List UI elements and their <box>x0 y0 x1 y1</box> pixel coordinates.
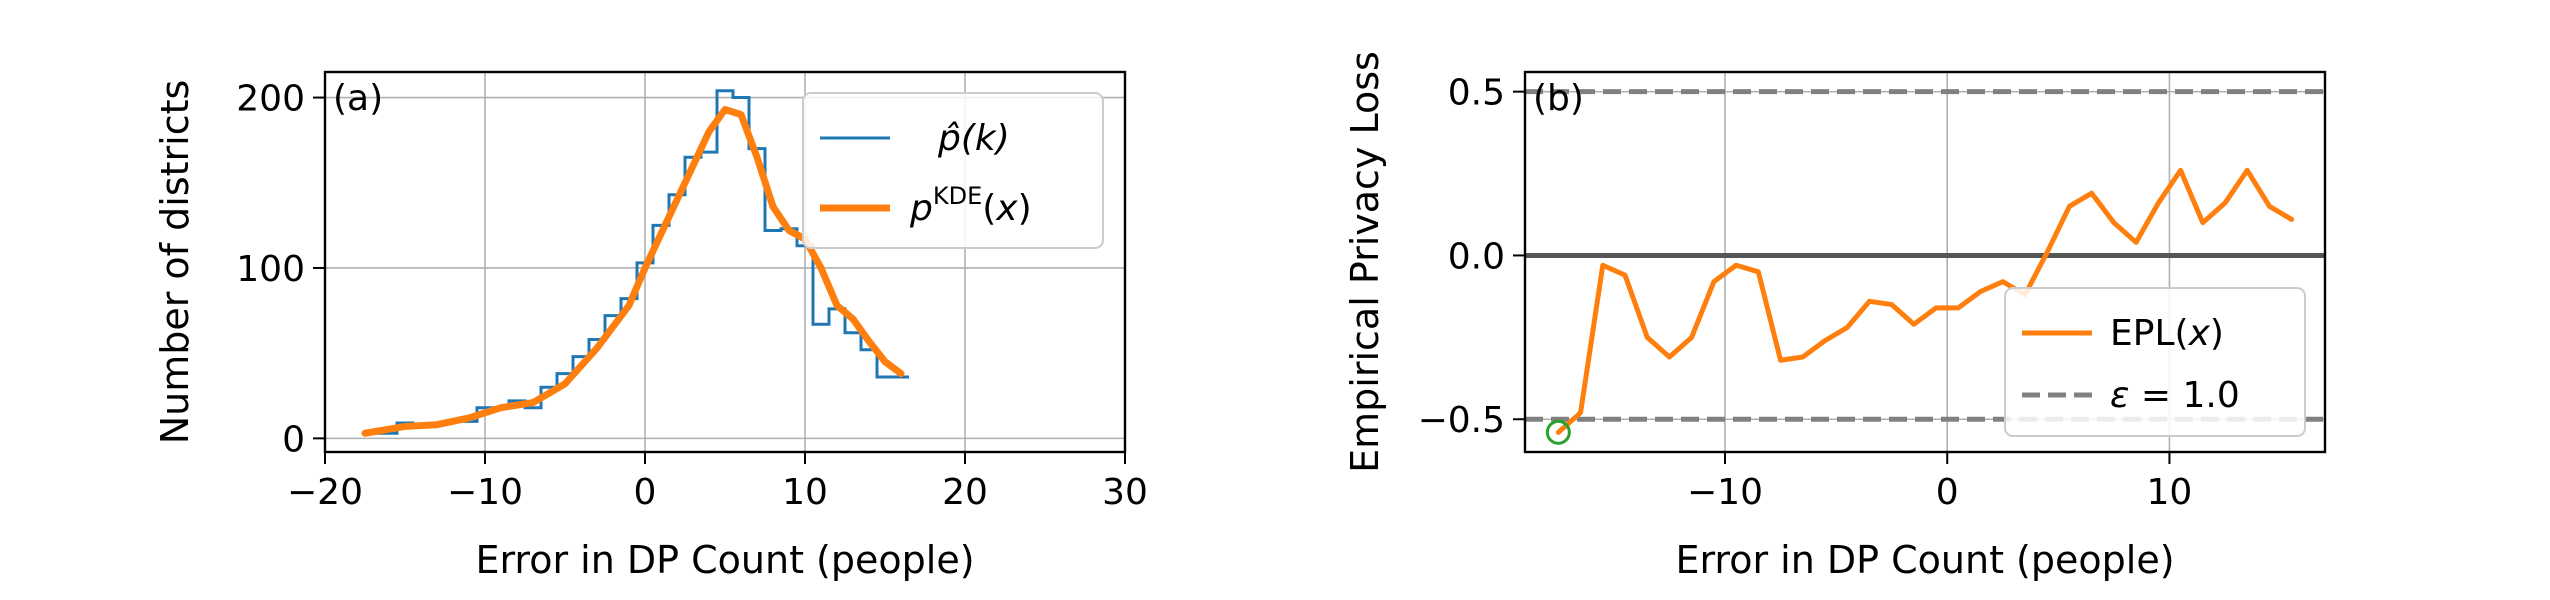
panel-a-label: (a) <box>333 78 383 119</box>
panel-b-y-tick-label: 0.5 <box>1448 73 1505 114</box>
panel-a-x-tick-label: 10 <box>782 472 828 513</box>
panel-a-x-tick-label: 0 <box>634 472 657 513</box>
legend-kde-label: pKDE(x) <box>909 182 1032 229</box>
panel-b-x-tick-label: 0 <box>1936 472 1959 513</box>
legend-epl-label: EPL(x) <box>2110 313 2224 354</box>
panel-b-ticks: −10 0 10 −0.5 0.0 0.5 <box>1418 73 2193 513</box>
panel-b-x-tick-label: −10 <box>1687 472 1763 513</box>
panel-a-chart: −20 −10 0 10 20 30 0 100 200 (a) p̂(k) pKDE(x) E… <box>153 70 1148 582</box>
panel-a-y-tick-label: 0 <box>282 419 305 460</box>
panel-a-ticks: −20 −10 0 10 20 30 0 100 200 <box>236 79 1148 513</box>
panel-b-y-tick-label: −0.5 <box>1418 400 1505 441</box>
panel-a-xlabel: Error in DP Count (people) <box>475 538 974 582</box>
panel-a-y-tick-label: 100 <box>236 249 305 290</box>
panel-a-legend: p̂(k) pKDE(x) <box>802 92 1104 249</box>
panel-b-xlabel: Error in DP Count (people) <box>1675 538 2174 582</box>
legend-epsilon-label: ε = 1.0 <box>2110 375 2240 416</box>
panel-a-x-tick-label: −20 <box>287 472 363 513</box>
panel-b-legend: EPL(x) ε = 1.0 <box>2004 287 2306 437</box>
panel-b-chart: −10 0 10 −0.5 0.0 0.5 (b) EPL(x) ε = 1.0 Erro… <box>1343 51 2327 582</box>
panel-a-y-tick-label: 200 <box>236 79 305 120</box>
panel-b-frame <box>1523 70 2327 454</box>
panel-b-ylabel: Empirical Privacy Loss <box>1343 51 1387 473</box>
legend-histogram-label: p̂(k) <box>937 118 1010 159</box>
panel-b-x-tick-label: 10 <box>2147 472 2193 513</box>
panel-a-x-tick-label: −10 <box>447 472 523 513</box>
panel-a-x-tick-label: 20 <box>942 472 988 513</box>
epl-line <box>1555 167 2295 435</box>
panel-a-x-tick-label: 30 <box>1102 472 1148 513</box>
min-epl-highlight-marker <box>1545 419 1571 445</box>
panel-a-ylabel: Number of districts <box>153 80 197 445</box>
kde-density-line <box>361 105 905 437</box>
panel-b-label: (b) <box>1533 78 1584 119</box>
panel-a-frame <box>323 70 1127 454</box>
panel-b-y-tick-label: 0.0 <box>1448 236 1505 277</box>
